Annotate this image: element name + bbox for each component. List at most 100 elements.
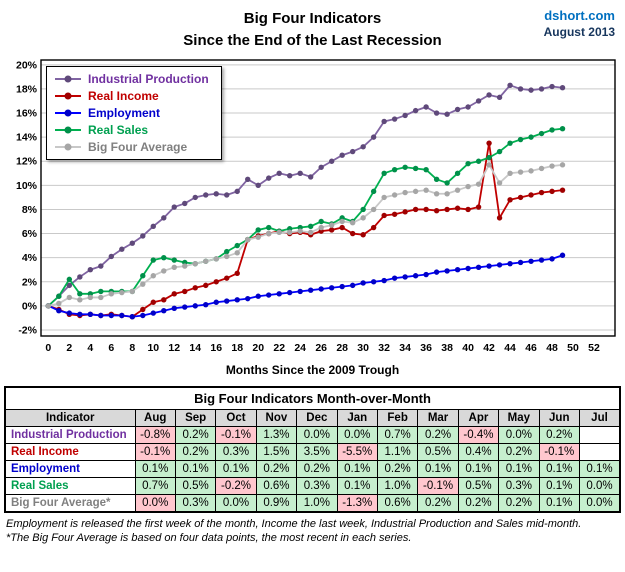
chart-title-line2: Since the End of the Last Recession [183, 31, 442, 49]
table-cell: 0.1% [578, 460, 621, 478]
table-cell: 0.5% [417, 443, 459, 461]
table-cell: -0.1% [134, 443, 176, 461]
table-row-label: Big Four Average* [4, 494, 136, 513]
series-line-employment [47, 254, 563, 318]
legend-marker-icon [55, 143, 81, 152]
table-cell: 0.2% [376, 460, 419, 478]
svg-text:6: 6 [108, 342, 114, 354]
table-cell: 0.2% [417, 426, 459, 444]
table-column-header: Indicator [4, 409, 136, 427]
svg-text:24: 24 [294, 342, 306, 354]
x-axis-tick-labels: 0 2 4 6 8 10 12 14 16 18 20 22 24 26 28 30 32 34 36 38 40 42 4… [45, 342, 600, 354]
table-cell: 0.2% [538, 426, 580, 444]
table-cell: -0.8% [134, 426, 176, 444]
legend-item: Real Sales [55, 123, 209, 137]
table-title: Big Four Indicators Month-over-Month [4, 386, 621, 410]
table-cell: -1.3% [336, 494, 378, 513]
table-cell: 0.2% [498, 443, 540, 461]
legend-item: Big Four Average [55, 140, 209, 154]
table-cell [578, 426, 621, 444]
table-cell: 0.1% [417, 460, 459, 478]
svg-text:32: 32 [378, 342, 390, 354]
table-column-header: Oct [215, 409, 257, 427]
table-cell: -0.1% [215, 426, 257, 444]
svg-text:20: 20 [252, 342, 264, 354]
table-cell: 0.0% [498, 426, 540, 444]
legend-item: Employment [55, 106, 209, 120]
table-column-header: Mar [417, 409, 459, 427]
svg-text:36: 36 [420, 342, 432, 354]
series-industrial-production [45, 82, 566, 309]
table-row-label: Real Income [4, 443, 136, 461]
svg-text:20%: 20% [16, 59, 38, 71]
table-cell: 0.1% [538, 494, 580, 513]
svg-text:8%: 8% [22, 204, 38, 216]
table-cell: 0.1% [336, 477, 378, 495]
footnote-average-method: *The Big Four Average is based on four d… [6, 532, 412, 545]
svg-text:4%: 4% [22, 252, 38, 264]
legend-marker-icon [55, 75, 81, 84]
table-column-header: Dec [296, 409, 338, 427]
series-big-four-average [45, 162, 566, 309]
table-column-header: Nov [255, 409, 298, 427]
legend-label: Real Sales [88, 123, 149, 137]
table-cell: -0.4% [457, 426, 500, 444]
source-block: dshort.com August 2013 [544, 8, 615, 40]
table-row: Employment 0.1% 0.1% 0.1% 0.2% 0.2% 0.1% 0.2% 0.… [4, 460, 621, 478]
legend-label: Big Four Average [88, 140, 188, 154]
svg-text:40: 40 [462, 342, 474, 354]
table-header-row: Indicator Aug Sep Oct Nov Dec Jan Feb Mar Apr May J… [4, 409, 621, 427]
table-cell: 1.0% [376, 477, 419, 495]
svg-text:18%: 18% [16, 83, 38, 95]
svg-text:50: 50 [567, 342, 579, 354]
svg-text:8: 8 [129, 342, 135, 354]
table-cell: 1.0% [296, 494, 338, 513]
table-cell: 0.0% [578, 494, 621, 513]
chart-title: Big Four Indicators Since the End of the… [0, 8, 625, 52]
mom-table: Big Four Indicators Month-over-Month Ind… [4, 386, 621, 513]
svg-text:10%: 10% [16, 180, 38, 192]
table-cell: 0.7% [376, 426, 419, 444]
table-cell: 3.5% [296, 443, 338, 461]
legend-marker-icon [55, 109, 81, 118]
table-cell: 0.2% [174, 426, 217, 444]
table-row: Real Sales 0.7% 0.5% -0.2% 0.6% 0.3% 0.1% 1.0% -… [4, 477, 621, 495]
table-cell: 0.0% [296, 426, 338, 444]
table-cell: 0.0% [215, 494, 257, 513]
svg-text:4: 4 [87, 342, 93, 354]
table-cell: 0.3% [296, 477, 338, 495]
table-column-header: May [498, 409, 540, 427]
table-cell: 0.2% [498, 494, 540, 513]
table-cell: 0.5% [457, 477, 500, 495]
svg-text:46: 46 [525, 342, 537, 354]
series-line-big-four-average [48, 163, 563, 307]
table-row-label: Real Sales [4, 477, 136, 495]
table-cell: 0.3% [174, 494, 217, 513]
table-cell [578, 443, 621, 461]
table-cell: -0.1% [417, 477, 459, 495]
table-cell: 0.3% [498, 477, 540, 495]
chart-area: -2% 0% 2% 4% 6% 8% 10% 12% 14% 16% 18% 20% 0 2 4 6 8 10 12… [0, 54, 625, 362]
table-cell: 0.6% [376, 494, 419, 513]
svg-text:16%: 16% [16, 108, 38, 120]
svg-text:26: 26 [315, 342, 327, 354]
svg-text:0: 0 [45, 342, 51, 354]
legend-marker-icon [55, 126, 81, 135]
chart-title-line1: Big Four Indicators [243, 10, 382, 27]
table-cell: 0.3% [215, 443, 257, 461]
table-cell: -0.1% [538, 443, 580, 461]
svg-text:52: 52 [588, 342, 600, 354]
table-column-header: Jun [538, 409, 580, 427]
table-column-header: Sep [174, 409, 217, 427]
svg-text:42: 42 [483, 342, 495, 354]
table-cell: 0.4% [457, 443, 500, 461]
chart-legend: Industrial Production Real Income Employme… [46, 66, 222, 160]
table-cell: 1.1% [376, 443, 419, 461]
table-row: Big Four Average* 0.0% 0.3% 0.0% 0.9% 1.0% -1.… [4, 494, 621, 513]
table-cell: 0.5% [174, 477, 217, 495]
svg-text:34: 34 [399, 342, 411, 354]
svg-text:2: 2 [66, 342, 72, 354]
table-cell: 0.1% [215, 460, 257, 478]
table-column-header: Feb [376, 409, 419, 427]
chart-header: Big Four Indicators Since the End of the… [0, 0, 625, 54]
